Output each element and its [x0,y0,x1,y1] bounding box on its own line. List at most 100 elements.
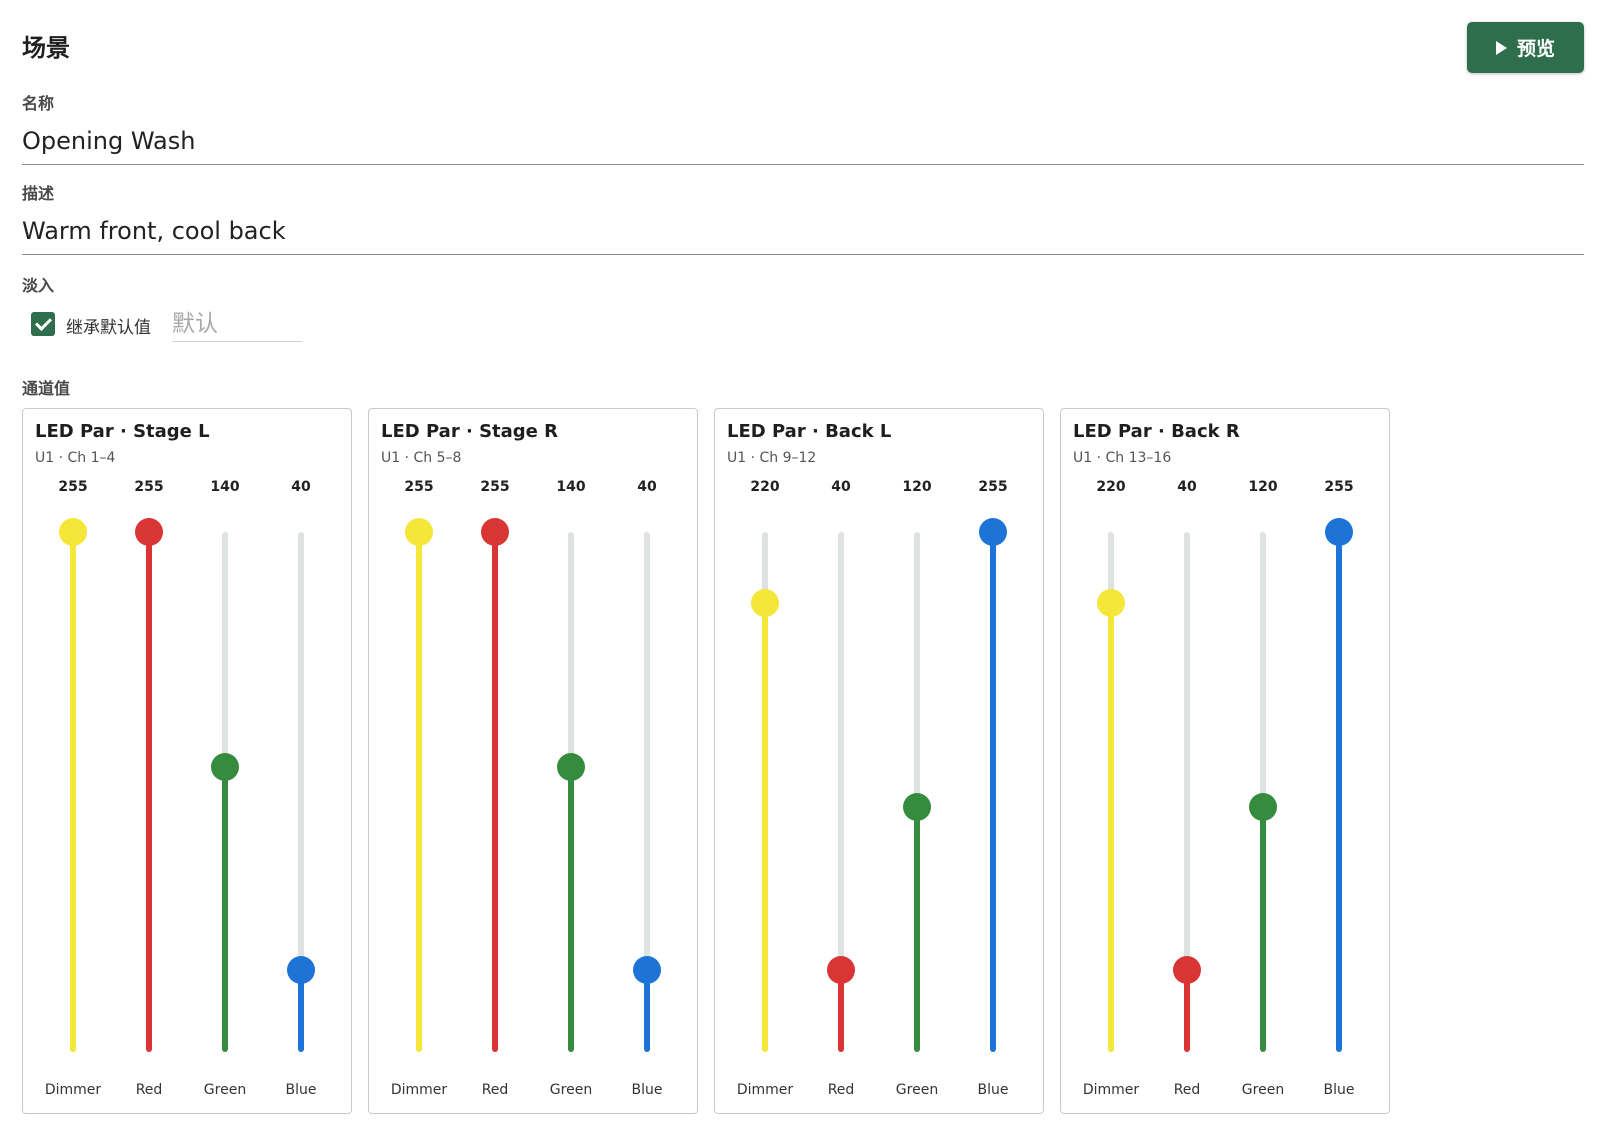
fader-red[interactable]: 40 Red [811,409,871,1113]
fader-value: 140 [210,479,240,495]
fader-red[interactable]: 255 Red [119,409,179,1113]
fader-thumb[interactable] [1173,956,1201,985]
fader-label: Red [1173,1082,1201,1098]
fader-red[interactable]: 255 Red [465,409,525,1113]
fader-thumb[interactable] [481,518,509,546]
fader-value: 255 [1324,479,1354,495]
fader-value: 220 [1096,479,1126,495]
fader-fill [146,532,152,1052]
name-input[interactable]: Opening Wash [22,121,1584,165]
fader-track[interactable] [914,532,920,1052]
fader-fill [222,766,228,1052]
fade-in-label: 淡入 [22,276,55,295]
fader-value: 140 [556,479,586,495]
fader-label: Dimmer [44,1082,102,1098]
fixture-card: LED Par · Stage L U1 · Ch 1–4 255 Dimmer 255… [22,408,352,1114]
fader-green[interactable]: 140 Green [195,409,255,1113]
fader-thumb[interactable] [211,752,239,781]
fader-label: Blue [285,1082,317,1098]
fader-label: Dimmer [736,1082,794,1098]
play-icon [1495,40,1507,55]
fader-green[interactable]: 120 Green [1233,409,1293,1113]
fader-track[interactable] [1184,532,1190,1052]
fader-track[interactable] [644,532,650,1052]
fader-thumb[interactable] [405,518,433,546]
fader-thumb[interactable] [1325,518,1353,546]
fader-green[interactable]: 140 Green [541,409,601,1113]
fader-thumb[interactable] [633,956,661,985]
fader-label: Blue [1323,1082,1355,1098]
fixture-name: LED Par · Back R [1073,421,1240,442]
fader-track[interactable] [298,532,304,1052]
fader-fill [1260,807,1266,1052]
fader-fill [568,766,574,1052]
fader-label: Dimmer [390,1082,448,1098]
fader-thumb[interactable] [903,793,931,822]
inherit-default-checkbox[interactable] [31,312,55,336]
fader-value: 255 [978,479,1008,495]
fader-label: Red [827,1082,855,1098]
fixture-channels: U1 · Ch 9–12 [727,450,817,466]
fader-label: Blue [977,1082,1009,1098]
fader-red[interactable]: 40 Red [1157,409,1217,1113]
fader-dimmer[interactable]: 220 Dimmer [735,409,795,1113]
fader-fill [1336,532,1342,1052]
fader-fill [914,807,920,1052]
fader-fill [70,532,76,1052]
fader-dimmer[interactable]: 220 Dimmer [1081,409,1141,1113]
fader-label: Red [481,1082,509,1098]
fader-value: 255 [480,479,510,495]
fader-thumb[interactable] [287,956,315,985]
fixture-card: LED Par · Stage R U1 · Ch 5–8 255 Dimmer 255… [368,408,698,1114]
fader-thumb[interactable] [557,752,585,781]
fader-track[interactable] [838,532,844,1052]
fader-blue[interactable]: 255 Blue [963,409,1023,1113]
fader-thumb[interactable] [135,518,163,546]
fader-fill [762,603,768,1052]
fader-value: 40 [637,479,657,495]
fader-label: Green [203,1082,247,1098]
fader-fill [298,970,304,1052]
fader-blue[interactable]: 40 Blue [617,409,677,1113]
fader-fill [1184,970,1190,1052]
fader-blue[interactable]: 40 Blue [271,409,331,1113]
fader-value: 220 [750,479,780,495]
fader-dimmer[interactable]: 255 Dimmer [389,409,449,1113]
fader-dimmer[interactable]: 255 Dimmer [43,409,103,1113]
fader-value: 255 [58,479,88,495]
fixture-channels: U1 · Ch 13–16 [1073,450,1172,466]
fader-value: 255 [404,479,434,495]
fader-thumb[interactable] [1097,589,1125,618]
fader-value: 120 [1248,479,1278,495]
fader-fill [644,970,650,1052]
fader-label: Red [135,1082,163,1098]
fixture-channels: U1 · Ch 1–4 [35,450,116,466]
fader-thumb[interactable] [59,518,87,546]
name-label: 名称 [22,94,55,113]
fader-value: 255 [134,479,164,495]
inherit-default-label[interactable]: 继承默认值 [66,318,151,338]
fader-label: Dimmer [1082,1082,1140,1098]
channel-values-label: 通道值 [22,379,71,398]
fader-label: Blue [631,1082,663,1098]
fader-thumb[interactable] [751,589,779,618]
fixture-card: LED Par · Back L U1 · Ch 9–12 220 Dimmer 40 R… [714,408,1044,1114]
fader-value: 120 [902,479,932,495]
fader-fill [416,532,422,1052]
fader-label: Green [549,1082,593,1098]
preview-button-label: 预览 [1516,38,1555,60]
fixture-card: LED Par · Back R U1 · Ch 13–16 220 Dimmer 40… [1060,408,1390,1114]
fixture-name: LED Par · Stage L [35,421,210,442]
preview-button[interactable]: 预览 [1467,22,1584,73]
fader-thumb[interactable] [979,518,1007,546]
fader-blue[interactable]: 255 Blue [1309,409,1369,1113]
fader-thumb[interactable] [1249,793,1277,822]
description-input[interactable]: Warm front, cool back [22,211,1584,255]
fader-label: Green [1241,1082,1285,1098]
fade-in-input[interactable]: 默认 [172,304,302,342]
fader-green[interactable]: 120 Green [887,409,947,1113]
fader-label: Green [895,1082,939,1098]
fixture-name: LED Par · Stage R [381,421,559,442]
fader-thumb[interactable] [827,956,855,985]
fader-track[interactable] [1260,532,1266,1052]
